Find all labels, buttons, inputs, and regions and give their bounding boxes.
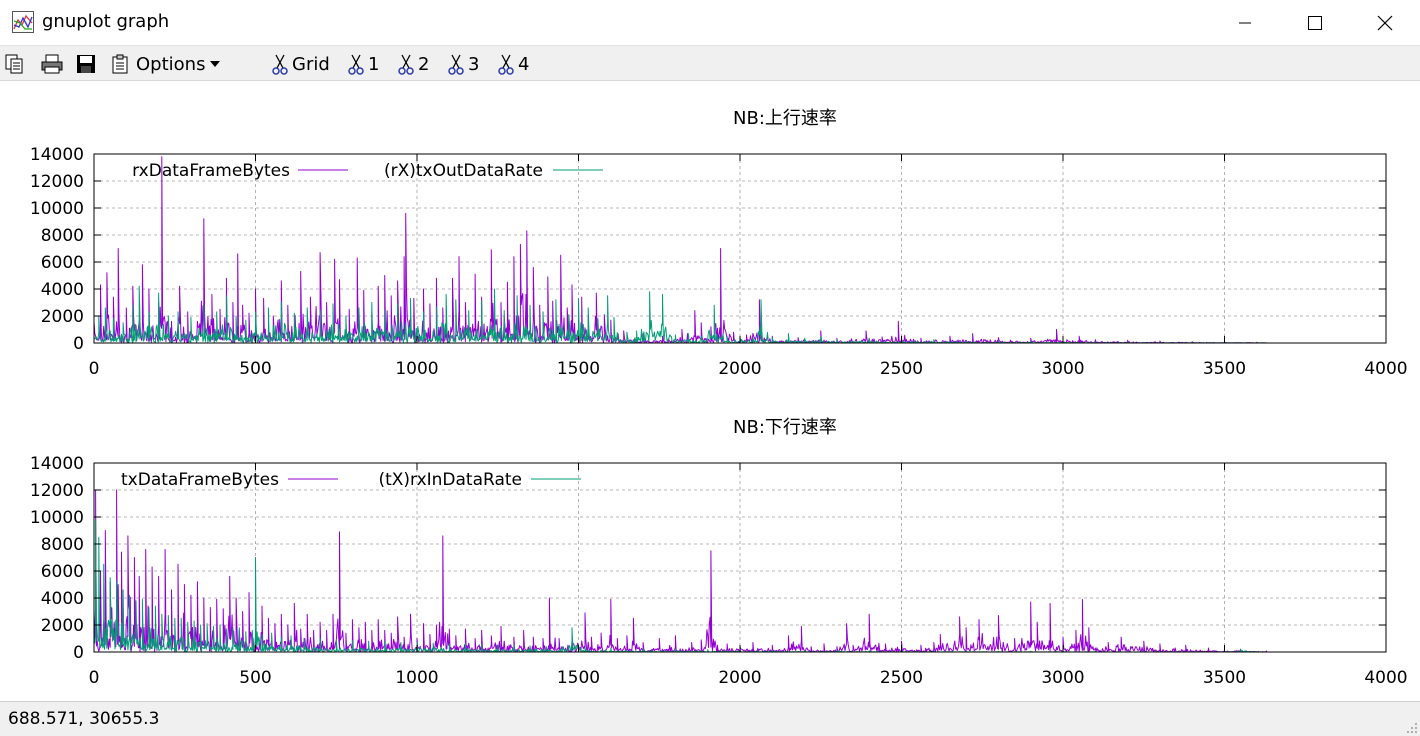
maximize-button[interactable] [1280, 0, 1350, 45]
series-line-1 [93, 156, 1267, 344]
legend-label: (rX)txOutDataRate [384, 161, 543, 181]
legend-label: (tX)rxInDataRate [378, 470, 522, 490]
printer-icon [41, 54, 63, 74]
copy-button[interactable] [4, 52, 26, 76]
y-tick-label: 8000 [41, 226, 84, 246]
x-tick-label: 3000 [1041, 359, 1084, 379]
y-tick-label: 2000 [41, 616, 84, 636]
minimize-button[interactable] [1210, 0, 1280, 45]
y-tick-label: 10000 [30, 508, 84, 528]
chart-title: NB:上行速率 [733, 108, 837, 129]
close-icon [1377, 15, 1393, 30]
plot-toggle-4-label: 4 [518, 53, 530, 75]
copy-icon [5, 54, 23, 74]
x-tick-label: 2000 [718, 359, 761, 379]
x-tick-label: 500 [239, 359, 271, 379]
x-tick-label: 500 [239, 668, 271, 688]
dropdown-arrow-icon [210, 61, 221, 67]
y-tick-label: 4000 [41, 280, 84, 300]
plot-toggle-2-label: 2 [418, 53, 430, 75]
x-tick-label: 4000 [1364, 668, 1407, 688]
y-tick-label: 14000 [30, 145, 84, 165]
legend-label: txDataFrameBytes [121, 470, 279, 490]
plot-toggle-1-button[interactable]: 1 [348, 52, 379, 76]
y-tick-label: 0 [73, 334, 84, 354]
scissors-icon [272, 54, 288, 75]
plot-border [93, 462, 1387, 653]
chart-panel-1: 0 2000 4000 6000 8000 10000 12000 14000 0 500 1000… [30, 108, 1408, 379]
toolbar: Options Grid 1 2 3 4 [0, 45, 1420, 81]
x-tick-label: 1000 [395, 359, 438, 379]
x-tick-label: 3000 [1041, 668, 1084, 688]
scissors-icon [498, 54, 514, 75]
maximize-icon [1308, 15, 1322, 30]
plot-toggle-3-label: 3 [468, 53, 480, 75]
resize-grip-icon[interactable] [1404, 720, 1418, 734]
grid-label: Grid [292, 53, 330, 75]
y-tick-label: 12000 [30, 172, 84, 192]
x-tick-label: 2500 [880, 668, 923, 688]
y-tick-label: 8000 [41, 535, 84, 555]
x-tick-label: 1000 [395, 668, 438, 688]
x-tick-label: 2000 [718, 668, 761, 688]
y-tick-label: 0 [73, 643, 84, 663]
y-tick-label: 6000 [41, 562, 84, 582]
x-tick-label: 0 [89, 359, 100, 379]
mouse-coordinates: 688.571, 30655.3 [8, 709, 160, 729]
series-line-2 [93, 285, 1267, 344]
legend-label: rxDataFrameBytes [132, 161, 290, 181]
minimize-icon [1239, 22, 1251, 23]
plot-toggle-2-button[interactable]: 2 [398, 52, 429, 76]
chart-panel-2: 0 2000 4000 6000 8000 10000 12000 14000 0 500 1000… [30, 417, 1408, 688]
plot-toggle-1-label: 1 [368, 53, 380, 75]
x-tick-label: 2500 [880, 359, 923, 379]
options-icon [112, 54, 128, 74]
y-tick-label: 12000 [30, 481, 84, 501]
y-tick-label: 10000 [30, 199, 84, 219]
y-tick-label: 6000 [41, 253, 84, 273]
y-tick-label: 2000 [41, 307, 84, 327]
scissors-icon [448, 54, 464, 75]
x-tick-label: 0 [89, 668, 100, 688]
scissors-icon [398, 54, 414, 75]
grid-toggle-button[interactable]: Grid [272, 52, 330, 76]
title-bar: gnuplot graph [0, 0, 1420, 45]
y-tick-label: 14000 [30, 454, 84, 474]
close-button[interactable] [1350, 0, 1420, 45]
window-title: gnuplot graph [42, 11, 170, 32]
x-tick-label: 3500 [1203, 359, 1246, 379]
y-tick-label: 4000 [41, 589, 84, 609]
x-tick-label: 4000 [1364, 359, 1407, 379]
plot-toggle-3-button[interactable]: 3 [448, 52, 479, 76]
x-tick-label: 1500 [557, 359, 600, 379]
options-menu[interactable]: Options [110, 52, 223, 76]
print-button[interactable] [40, 52, 64, 76]
save-icon [77, 55, 95, 73]
series-line-2 [93, 519, 1267, 653]
scissors-icon [348, 54, 364, 75]
chart-title: NB:下行速率 [733, 417, 837, 438]
save-button[interactable] [75, 52, 97, 76]
status-bar: 688.571, 30655.3 [0, 701, 1420, 736]
x-tick-label: 1500 [557, 668, 600, 688]
options-label: Options [136, 53, 206, 75]
gnuplot-app-icon [12, 11, 34, 33]
x-tick-label: 3500 [1203, 668, 1246, 688]
plot-toggle-4-button[interactable]: 4 [498, 52, 529, 76]
